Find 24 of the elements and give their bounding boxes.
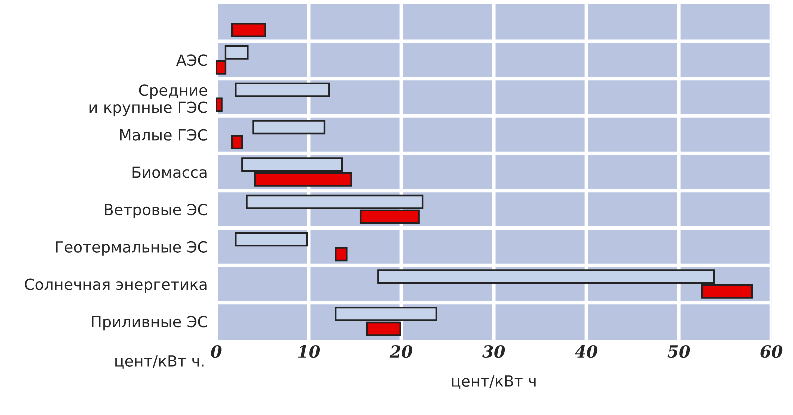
x-tick-label: 20 xyxy=(390,345,413,358)
x-tick-label: 10 xyxy=(298,345,320,358)
y-tick-label: Средние и крупные ГЭС xyxy=(90,84,208,116)
bar xyxy=(231,135,244,150)
bar xyxy=(231,23,266,38)
x-tick-label: 60 xyxy=(760,345,783,358)
y-tick-label: Приливные ЭС xyxy=(92,316,208,331)
bar xyxy=(235,232,308,247)
x-axis-title: цент/кВт ч xyxy=(452,376,536,389)
x-tick-label: 50 xyxy=(668,345,690,358)
bar xyxy=(335,247,348,262)
bar xyxy=(252,120,326,135)
x-tick-label: 40 xyxy=(575,345,598,358)
bar xyxy=(216,98,223,112)
y-tick-label: Геотермальные ЭС xyxy=(56,241,208,256)
y-tick-label: АЭС xyxy=(176,54,208,66)
y-tick-label: Ветровые ЭС xyxy=(105,204,208,219)
y-tick-label: Малые ГЭС xyxy=(120,129,208,141)
x-tick-label: 0 xyxy=(211,345,222,358)
x-tick-label: 30 xyxy=(482,345,506,358)
bar xyxy=(235,82,330,98)
text: цент/кВт ч. xyxy=(116,356,204,369)
y-tick-label: Солнечная энергетика xyxy=(25,278,207,294)
y-tick-label: Биомасса xyxy=(132,166,207,178)
